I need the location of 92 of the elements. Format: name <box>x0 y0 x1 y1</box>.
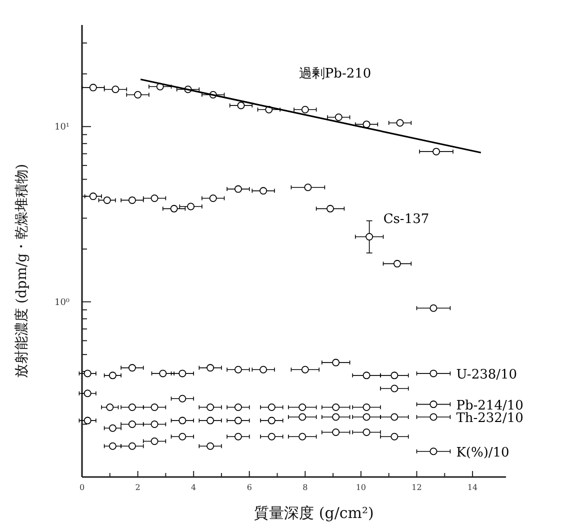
point <box>206 404 214 412</box>
x-tick-label: 12 <box>412 483 422 492</box>
series-label: Cs-137 <box>383 212 430 227</box>
point <box>84 390 92 398</box>
point <box>187 202 195 210</box>
point <box>103 196 111 204</box>
point <box>301 366 309 374</box>
point <box>128 196 136 204</box>
point <box>234 185 242 193</box>
point <box>128 364 136 372</box>
point <box>366 233 374 241</box>
point <box>393 260 401 268</box>
point <box>128 420 136 428</box>
y-axis-title: 放射能濃度 (dpm/g・乾燥堆積物) <box>14 164 30 378</box>
point <box>298 404 306 412</box>
point <box>430 400 438 408</box>
y-tick-label: 10⁰ <box>54 298 70 308</box>
point <box>432 148 440 156</box>
point <box>89 84 97 92</box>
point <box>260 187 268 195</box>
x-tick-label: 0 <box>79 483 85 492</box>
point <box>170 204 178 212</box>
point <box>112 86 120 94</box>
point <box>362 428 370 436</box>
point <box>298 413 306 421</box>
point <box>206 416 214 424</box>
point <box>430 370 438 378</box>
point <box>128 404 136 412</box>
point <box>390 413 398 421</box>
point <box>362 120 370 128</box>
point <box>396 119 404 127</box>
point <box>260 366 268 374</box>
point <box>178 432 186 440</box>
x-axis-title: 質量深度 (g/cm²) <box>254 504 374 522</box>
point <box>268 432 276 440</box>
point <box>390 372 398 380</box>
x-tick-label: 4 <box>191 483 196 492</box>
point <box>430 304 438 312</box>
point <box>332 404 340 412</box>
point <box>108 424 116 432</box>
point <box>234 416 242 424</box>
x-tick-label: 6 <box>246 483 252 492</box>
point <box>209 194 217 202</box>
point <box>178 370 186 378</box>
point <box>332 428 340 436</box>
point <box>134 90 142 98</box>
point <box>390 432 398 440</box>
point <box>106 404 114 412</box>
point <box>334 114 342 122</box>
series-label: Pb-214/10 <box>456 398 524 414</box>
point <box>84 370 92 378</box>
point <box>268 404 276 412</box>
x-tick-label: 8 <box>302 483 308 492</box>
point <box>159 370 167 378</box>
point <box>326 204 334 212</box>
point <box>362 413 370 421</box>
point <box>332 358 340 366</box>
point <box>84 416 92 424</box>
point <box>178 394 186 402</box>
series-label: Th-232/10 <box>456 411 524 426</box>
point <box>150 194 158 202</box>
point <box>332 413 340 421</box>
series-label: U-238/10 <box>456 367 518 382</box>
point <box>234 404 242 412</box>
point <box>390 384 398 392</box>
point <box>108 442 116 450</box>
point <box>301 106 309 114</box>
series-label: 過剰Pb-210 <box>298 66 372 82</box>
point <box>128 442 136 450</box>
x-tick-label: 14 <box>467 483 478 492</box>
point <box>150 437 158 445</box>
point <box>430 413 438 421</box>
point <box>304 184 312 192</box>
y-tick-label: 10¹ <box>54 122 70 133</box>
point <box>206 442 214 450</box>
x-tick-label: 10 <box>356 483 366 492</box>
point <box>206 364 214 372</box>
point <box>237 102 245 110</box>
point <box>108 372 116 380</box>
point <box>234 366 242 374</box>
point <box>89 192 97 200</box>
point <box>362 404 370 412</box>
series-label: K(%)/10 <box>456 445 510 460</box>
point <box>150 420 158 428</box>
point <box>362 372 370 380</box>
point <box>234 432 242 440</box>
point <box>298 432 306 440</box>
x-tick-label: 2 <box>135 483 140 492</box>
point <box>150 404 158 412</box>
point <box>430 448 438 456</box>
point <box>268 416 276 424</box>
point <box>178 416 186 424</box>
